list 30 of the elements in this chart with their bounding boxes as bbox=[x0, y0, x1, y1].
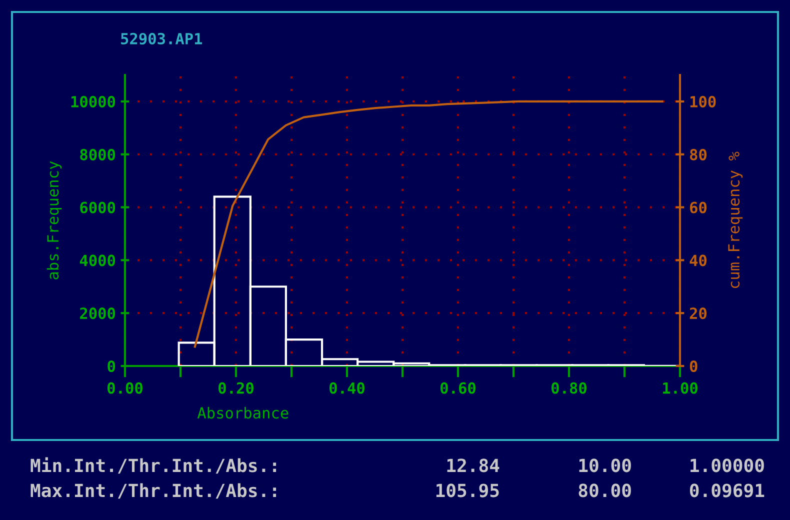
x-tick-label: 0.40 bbox=[330, 382, 364, 394]
y-tick-label: 4000 bbox=[80, 254, 116, 266]
text: 10.00 bbox=[579, 458, 631, 472]
y-tick-label: 8000 bbox=[80, 148, 116, 160]
x-tick-label: 0.80 bbox=[552, 382, 586, 394]
y2-tick-label: 80 bbox=[690, 148, 707, 160]
y2-axis-title: cum.Frequency % bbox=[728, 152, 743, 288]
x-axis-title: Absorbance bbox=[197, 406, 288, 419]
text: 0.09691 bbox=[690, 484, 764, 498]
y-tick-label: 10000 bbox=[71, 96, 116, 108]
text: Max.Int./Thr.Int./Abs.: bbox=[30, 483, 276, 499]
x-tick-label: 1.00 bbox=[663, 382, 698, 394]
y-tick-label: 0 bbox=[108, 360, 116, 372]
y2-tick-label: 20 bbox=[690, 308, 707, 320]
x-tick-label: 0.00 bbox=[108, 382, 142, 394]
y2-tick-label: 0 bbox=[690, 360, 698, 372]
y-tick-label: 2000 bbox=[80, 308, 116, 320]
text: 80.00 bbox=[578, 484, 631, 498]
y-tick-label: 6000 bbox=[80, 202, 116, 214]
x-tick-label: 0.60 bbox=[440, 382, 476, 394]
y2-tick-label: 60 bbox=[690, 202, 707, 214]
y-axis-title: abs.Frequency bbox=[46, 161, 62, 280]
text: Min.Int./Thr.Int./Abs.: bbox=[30, 457, 276, 474]
text: 105.95 bbox=[436, 484, 499, 498]
chart-title: 52903.AP1 bbox=[121, 32, 202, 45]
text: 1.00000 bbox=[690, 458, 764, 472]
x-tick-label: 0.20 bbox=[218, 382, 254, 394]
y2-tick-label: 40 bbox=[690, 254, 707, 266]
y2-tick-label: 100 bbox=[690, 96, 716, 108]
text: 12.84 bbox=[447, 458, 500, 472]
